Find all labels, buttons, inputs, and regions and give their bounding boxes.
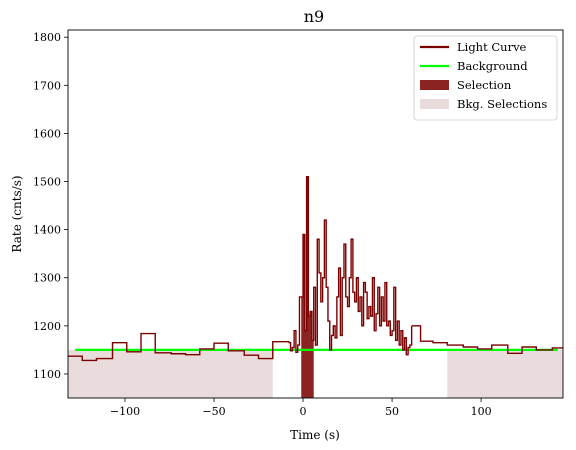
legend-box xyxy=(413,35,558,121)
light-curve-group xyxy=(68,176,563,362)
legend-label: Selection xyxy=(457,78,512,92)
x-tick-label: 50 xyxy=(385,405,399,418)
x-axis-label: Time (s) xyxy=(290,428,340,442)
light-curve-coarse-post xyxy=(411,325,563,354)
legend: Light Curve Background Selection Bkg. Selec… xyxy=(413,35,558,121)
x-tick-label: 0 xyxy=(300,405,307,418)
y-tick-label: 1200 xyxy=(33,320,61,333)
bkg-selection-regions xyxy=(68,349,563,398)
selection-region xyxy=(301,176,314,398)
x-tick-label: 100 xyxy=(471,405,492,418)
legend-swatch xyxy=(420,99,449,109)
y-tick-label: 1100 xyxy=(33,368,61,381)
y-tick-label: 1700 xyxy=(33,79,61,92)
bkg-selection-1 xyxy=(447,349,563,398)
y-tick-label: 1300 xyxy=(33,272,61,285)
plot-frame xyxy=(67,29,564,399)
x-tick-label: −50 xyxy=(202,405,225,418)
legend-label: Light Curve xyxy=(457,40,527,54)
y-axis-ticks: 1100 1200 1300 1400 1500 1600 1700 1800 xyxy=(33,31,68,381)
light-curve-fine xyxy=(288,176,413,356)
x-tick-label: −100 xyxy=(110,405,140,418)
light-curve-coarse-pre xyxy=(68,332,290,362)
bkg-selection-0 xyxy=(68,349,273,398)
legend-swatch xyxy=(420,80,449,90)
y-axis-label: Rate (cnts/s) xyxy=(10,175,24,252)
legend-label: Bkg. Selections xyxy=(457,97,547,111)
y-tick-label: 1800 xyxy=(33,31,61,44)
chart-title: n9 xyxy=(304,7,324,26)
selection-area xyxy=(301,176,314,398)
legend-label: Background xyxy=(457,59,528,73)
y-tick-label: 1600 xyxy=(33,127,61,140)
y-tick-label: 1400 xyxy=(33,224,61,237)
x-axis-ticks: −100 −50 0 50 100 xyxy=(110,398,492,418)
y-tick-label: 1500 xyxy=(33,176,61,189)
